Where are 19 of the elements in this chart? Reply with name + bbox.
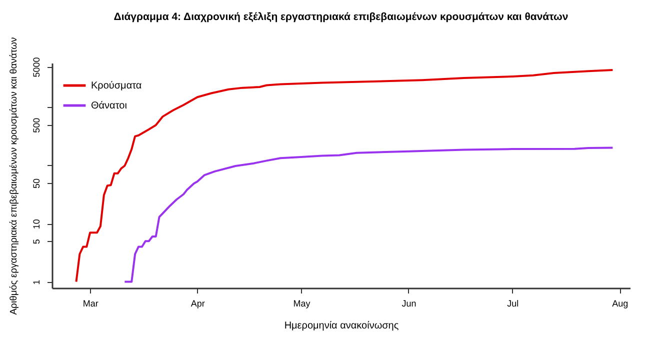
y-tick-label: 500 <box>32 118 42 133</box>
y-tick-label: 1 <box>32 280 42 285</box>
legend-label: Κρούσματα <box>91 80 142 92</box>
x-tick-label: Mar <box>82 298 98 308</box>
y-axis-title: Αριθμός εργαστηριακά επιβεβαιωμένων κρουσμάτων και θανάτων <box>8 36 20 315</box>
legend-label: Θάνατοι <box>91 100 127 112</box>
x-tick-label: Apr <box>190 298 205 308</box>
line-series <box>75 68 614 283</box>
x-tick-label: Jun <box>402 298 416 308</box>
y-tick-label: 5 <box>32 239 42 244</box>
x-tick-label: Aug <box>612 298 628 308</box>
chart-title: Διάγραμμα 4: Διαχρονική εξέλιξη εργαστηριακά επιβεβαιωμένων κρουσμάτων και θανάτων <box>114 11 568 24</box>
line-series <box>124 146 614 283</box>
x-tick-label: Jul <box>507 298 519 308</box>
x-axis-title: Ημερομηνία ανακοίνωσης <box>284 320 399 332</box>
y-tick-label: 5000 <box>32 57 42 78</box>
x-tick-label: May <box>293 298 311 308</box>
y-tick-label: 50 <box>32 178 42 188</box>
y-tick-label: 10 <box>32 219 42 230</box>
